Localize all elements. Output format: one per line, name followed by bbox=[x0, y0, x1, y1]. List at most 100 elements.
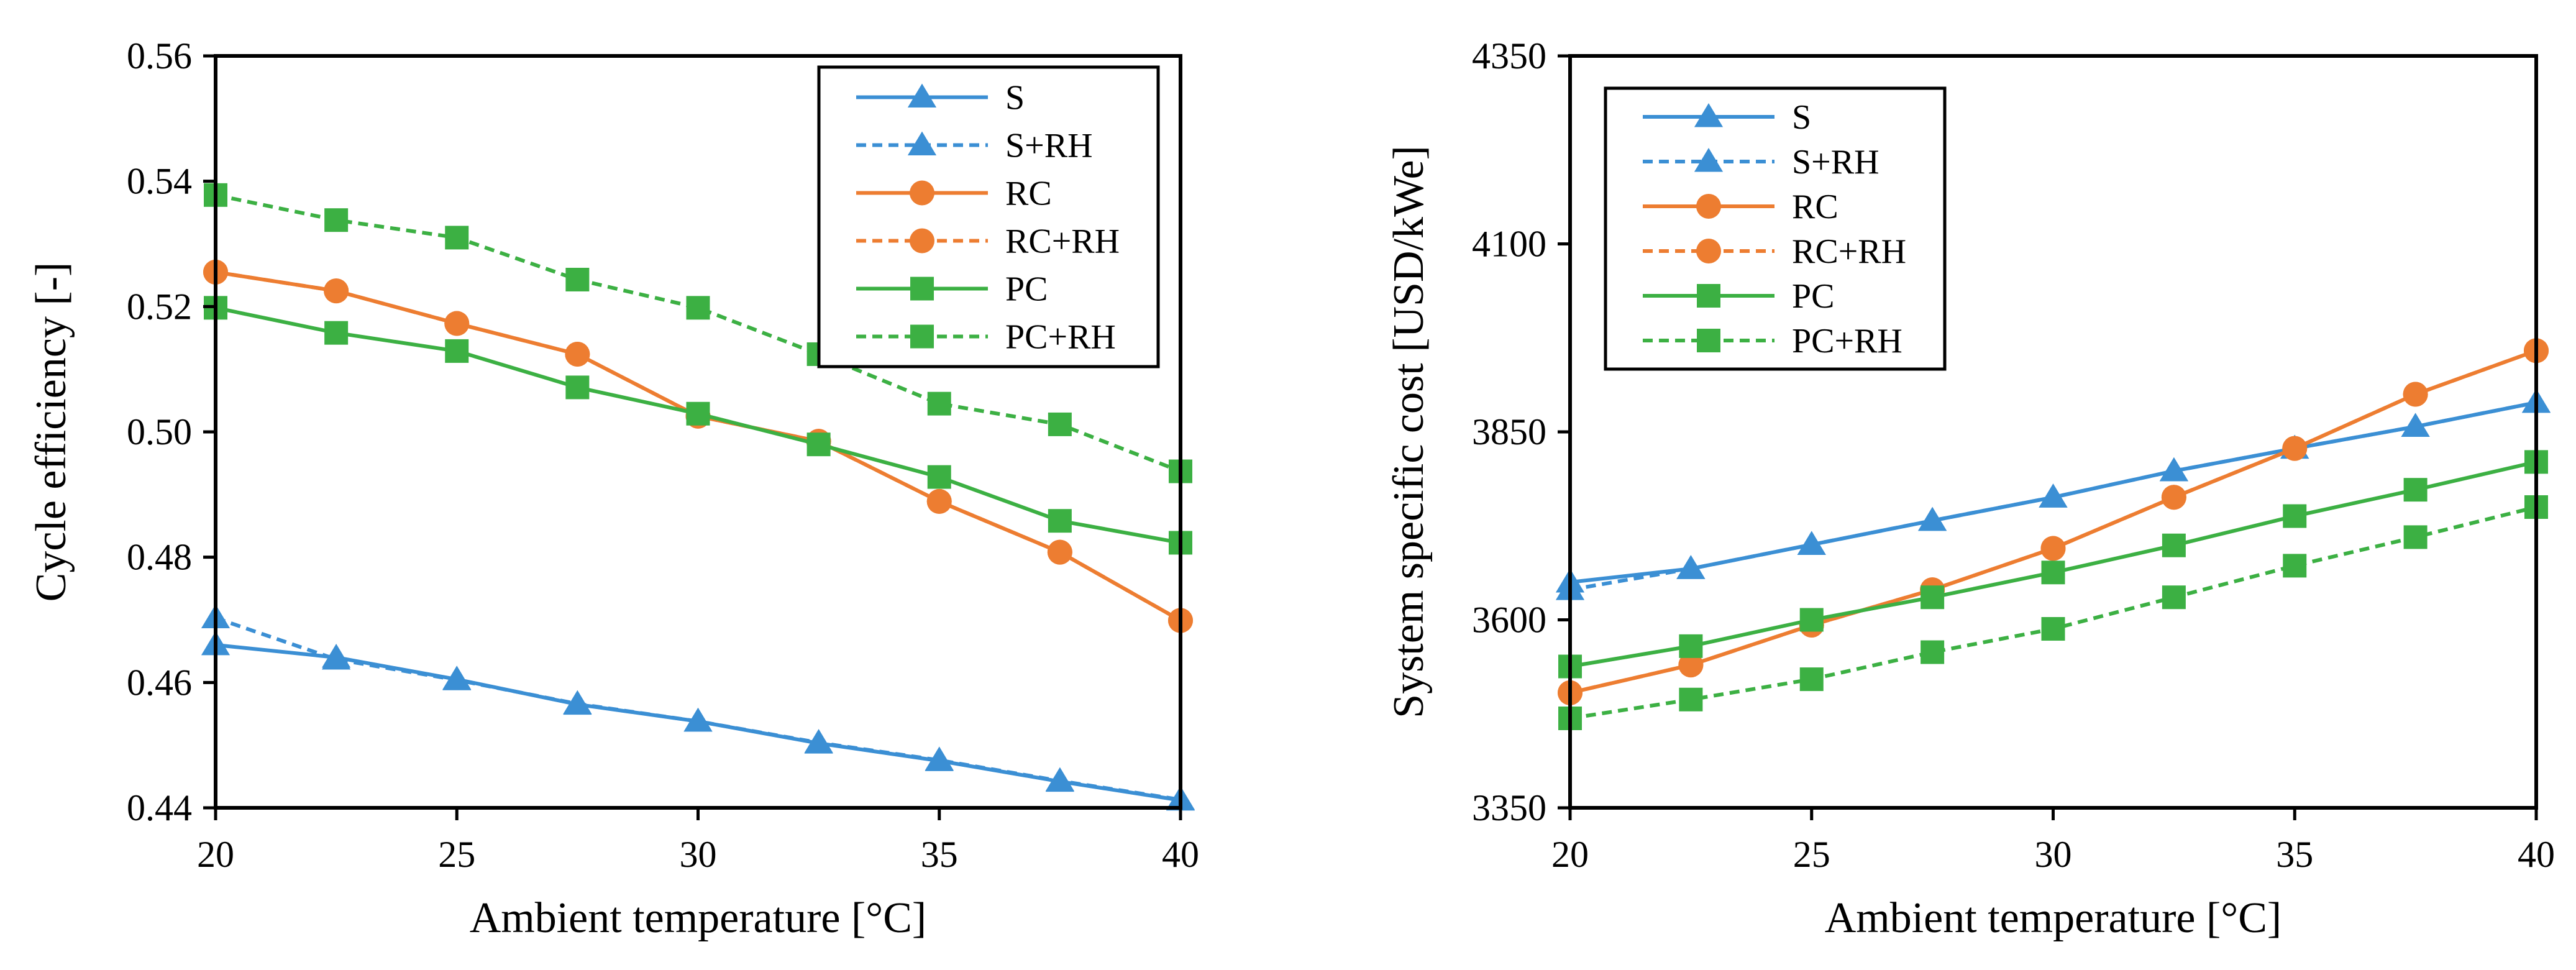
data-point-pc-7 bbox=[1048, 509, 1072, 533]
y-tick-label: 0.48 bbox=[127, 537, 192, 578]
legend-label-pc: PC bbox=[1005, 270, 1048, 309]
y-tick-label: 4100 bbox=[1472, 224, 1546, 265]
data-point-s-rh-1 bbox=[322, 646, 351, 670]
y-tick-label: 0.50 bbox=[127, 411, 192, 452]
data-point-pc-3 bbox=[1921, 585, 1945, 610]
series-s-rh bbox=[201, 604, 1195, 810]
data-point-s-rh-7 bbox=[2401, 413, 2430, 437]
legend-label-rc: RC bbox=[1005, 175, 1052, 213]
legend-marker-pc-rh bbox=[1697, 329, 1720, 352]
data-point-rc-rh-6 bbox=[926, 488, 952, 514]
legend-marker-rc bbox=[910, 180, 934, 206]
data-point-pc-1 bbox=[1679, 634, 1703, 658]
data-point-pc-rh-4 bbox=[2041, 617, 2065, 641]
data-point-rc-rh-2 bbox=[444, 311, 470, 336]
data-point-rc-rh-5 bbox=[2161, 485, 2186, 510]
data-point-s-rh-3 bbox=[1918, 506, 1947, 531]
legend-box bbox=[817, 65, 1160, 368]
data-point-rc-rh-6 bbox=[2282, 436, 2308, 461]
data-point-rc-rh-7 bbox=[2403, 382, 2428, 407]
series-pc-rh bbox=[1558, 495, 2548, 731]
legend-label-rc: RC bbox=[1792, 188, 1838, 226]
series-line-s-rh bbox=[215, 616, 1181, 802]
legend-label-pc-rh: PC+RH bbox=[1792, 322, 1902, 360]
data-point-pc-7 bbox=[2403, 478, 2428, 502]
legend: S S+RH RC RC+RH PC PC+RH bbox=[1604, 86, 1947, 371]
data-point-pc-2 bbox=[445, 339, 469, 363]
x-tick-label: 25 bbox=[438, 834, 475, 875]
data-point-pc-5 bbox=[2162, 533, 2186, 557]
data-point-pc-4 bbox=[2041, 560, 2065, 585]
legend-label-rc-rh: RC+RH bbox=[1005, 222, 1120, 261]
legend-label-s-rh: S+RH bbox=[1792, 143, 1879, 181]
data-point-s-rh-5 bbox=[804, 729, 833, 753]
data-point-pc-rh-6 bbox=[2283, 554, 2307, 578]
data-point-pc-rh-3 bbox=[565, 267, 590, 291]
data-point-rc-rh-1 bbox=[324, 278, 349, 304]
legend-marker-s-rh bbox=[907, 131, 937, 155]
data-point-pc-rh-4 bbox=[686, 296, 710, 320]
data-point-pc-6 bbox=[2283, 504, 2307, 528]
series-line-pc-rh bbox=[215, 193, 1182, 474]
data-point-pc-1 bbox=[324, 321, 349, 345]
legend-marker-s bbox=[907, 83, 937, 108]
data-point-s-rh-6 bbox=[925, 746, 954, 771]
data-point-pc-rh-5 bbox=[2162, 585, 2186, 610]
data-point-pc-3 bbox=[565, 375, 590, 400]
x-axis-title: Ambient temperature [°C] bbox=[1825, 894, 2282, 942]
legend-marker-pc bbox=[1697, 284, 1720, 308]
x-tick-label: 40 bbox=[2518, 834, 2555, 875]
legend-marker-rc-rh bbox=[1696, 239, 1721, 263]
series-group bbox=[201, 183, 1195, 811]
data-point-s-rh-5 bbox=[2159, 457, 2188, 482]
legend-box bbox=[1604, 86, 1947, 371]
legend-marker-rc-rh bbox=[910, 228, 934, 254]
legend-label-pc-rh: PC+RH bbox=[1005, 318, 1116, 357]
legend-marker-rc bbox=[1696, 194, 1721, 219]
legend-label-rc-rh: RC+RH bbox=[1792, 232, 1906, 271]
legend-marker-pc-rh bbox=[910, 324, 934, 349]
data-point-s-rh-7 bbox=[1045, 767, 1074, 792]
x-tick-label: 35 bbox=[921, 834, 958, 875]
y-tick-label: 0.44 bbox=[127, 787, 192, 828]
data-point-pc-2 bbox=[1799, 608, 1824, 632]
data-point-rc-rh-4 bbox=[2040, 536, 2066, 561]
y-tick-label: 3600 bbox=[1472, 600, 1546, 641]
x-axis-title: Ambient temperature [°C] bbox=[470, 894, 927, 942]
y-tick-label: 3850 bbox=[1472, 411, 1546, 452]
data-point-pc-rh-2 bbox=[1799, 667, 1824, 692]
y-tick-label: 0.56 bbox=[127, 35, 192, 76]
data-point-pc-rh-2 bbox=[445, 226, 469, 250]
data-point-pc-6 bbox=[927, 465, 951, 489]
x-tick-label: 35 bbox=[2276, 834, 2313, 875]
efficiency-chart: 20 25 30 35 40 0.44 0.46 0.48 0.50 0.52 0.54 0.56 Am… bbox=[27, 35, 1199, 942]
data-point-s-rh-2 bbox=[1797, 531, 1826, 555]
data-point-s-rh-4 bbox=[683, 707, 713, 732]
data-point-pc-4 bbox=[686, 401, 710, 426]
y-tick-label: 4350 bbox=[1472, 35, 1546, 76]
y-tick-label: 3350 bbox=[1472, 787, 1546, 828]
x-tick-label: 30 bbox=[680, 834, 717, 875]
cost-chart: 20 25 30 35 40 3350 3600 3850 4100 4350 Ambient te… bbox=[1385, 35, 2555, 942]
data-point-pc-rh-7 bbox=[2403, 525, 2428, 549]
data-point-pc-rh-7 bbox=[1048, 412, 1072, 436]
data-point-s-rh-4 bbox=[2039, 483, 2068, 508]
x-tick-label: 40 bbox=[1162, 834, 1199, 875]
data-point-s-rh-2 bbox=[442, 666, 472, 690]
data-point-s-rh-1 bbox=[1676, 555, 1706, 579]
series-s-rh bbox=[1555, 388, 2551, 600]
legend-label-s-rh: S+RH bbox=[1005, 127, 1093, 165]
legend-label-s: S bbox=[1005, 79, 1025, 117]
legend-label-s: S bbox=[1792, 98, 1811, 137]
legend-marker-pc bbox=[910, 277, 934, 301]
x-tick-label: 30 bbox=[2035, 834, 2072, 875]
x-tick-label: 20 bbox=[1551, 834, 1589, 875]
y-tick-label: 0.46 bbox=[127, 662, 192, 703]
data-point-pc-rh-3 bbox=[1921, 640, 1945, 664]
x-tick-label: 25 bbox=[1793, 834, 1830, 875]
series-group bbox=[1555, 338, 2551, 731]
data-point-s-rh-3 bbox=[563, 690, 592, 715]
data-point-pc-rh-1 bbox=[324, 208, 349, 232]
legend: S S+RH RC RC+RH PC PC+RH bbox=[817, 65, 1160, 368]
